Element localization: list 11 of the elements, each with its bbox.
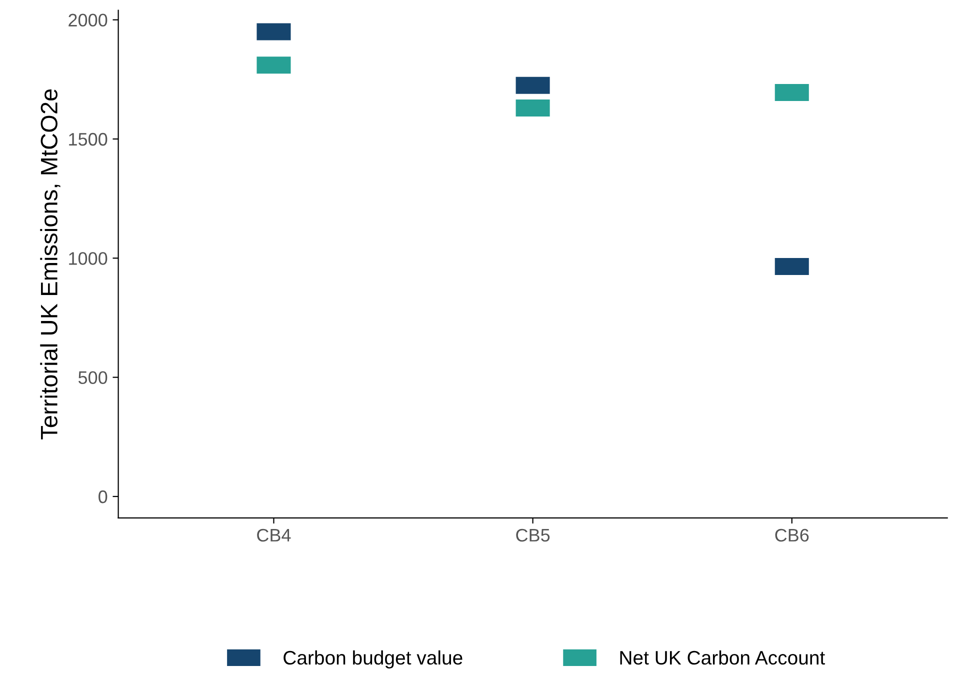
x-tick-label: CB6 [775,528,809,542]
y-tick-label: 2000 [68,14,108,27]
legend-label: Net UK Carbon Account [620,650,825,665]
x-tick-label: CB5 [516,528,550,542]
y-tick-label: 500 [78,371,108,384]
y-axis-title: Territorial UK Emissions, MtCO2e [40,89,60,440]
y-tick-label: 1500 [69,132,108,146]
y-tick-label: 1000 [69,252,108,265]
y-tick-label: 0 [98,490,108,504]
x-tick-label: CB4 [257,528,291,542]
legend-label: Carbon budget value [284,650,462,668]
